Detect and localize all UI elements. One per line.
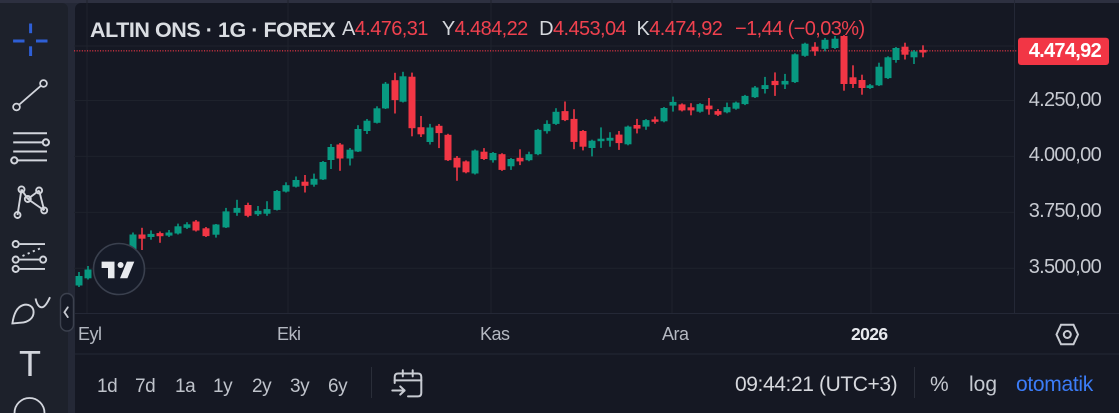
svg-text:T: T — [19, 343, 41, 384]
